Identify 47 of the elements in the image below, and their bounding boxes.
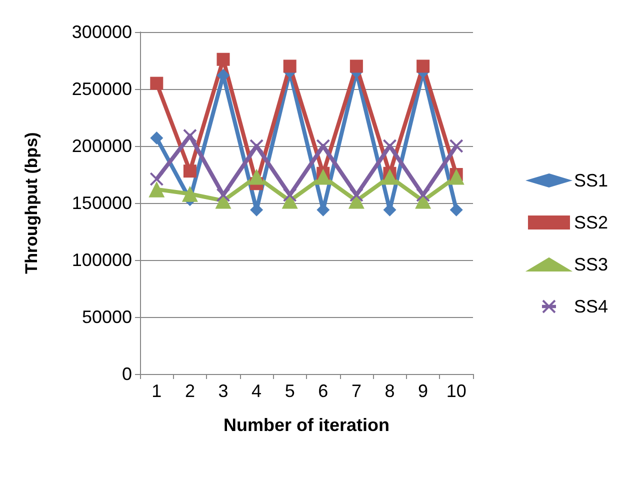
x-tick-label: 10 [446,381,466,401]
point [282,188,297,202]
point [248,168,265,185]
y-tick-label: 50000 [82,307,132,327]
point [349,188,364,202]
x-tick-label: 4 [252,381,262,401]
point [450,203,463,216]
legend-label: SS2 [574,212,608,232]
point [382,139,397,153]
x-tick-label: 5 [284,381,295,401]
x-tick-label: 7 [351,381,362,401]
legend-label: SS3 [574,254,608,274]
point [216,188,230,202]
point [283,60,296,73]
y-axis-title: Throughput (bps) [22,132,41,274]
y-tick-label: 0 [122,364,132,384]
x-tick-label: 3 [218,381,228,401]
point [150,76,164,90]
y-tick-label: 200000 [72,136,132,156]
y-tick-label: 300000 [72,22,132,42]
legend-label: SS4 [574,296,608,316]
point [449,139,464,153]
x-tick-label: 6 [318,381,328,401]
point [382,168,398,185]
x-tick-label: 1 [152,381,162,401]
point [150,172,164,186]
point [183,164,196,178]
x-tick-label: 8 [384,381,395,401]
point [350,60,363,73]
point [315,168,332,185]
point [250,139,264,153]
x-tick-label: 2 [184,381,195,401]
x-axis-title: Number of iteration [223,415,390,435]
point [150,132,164,145]
point [182,186,198,202]
legend-label: SS1 [574,170,608,190]
point [316,139,330,153]
y-tick-label: 150000 [72,193,132,213]
x-tick-label: 9 [418,381,428,401]
y-tick-label: 100000 [72,250,132,270]
point [416,188,430,202]
point [182,128,197,143]
point [148,181,165,198]
point [448,168,464,185]
point [216,52,230,66]
point [416,60,430,73]
y-tick-label: 250000 [72,79,132,99]
